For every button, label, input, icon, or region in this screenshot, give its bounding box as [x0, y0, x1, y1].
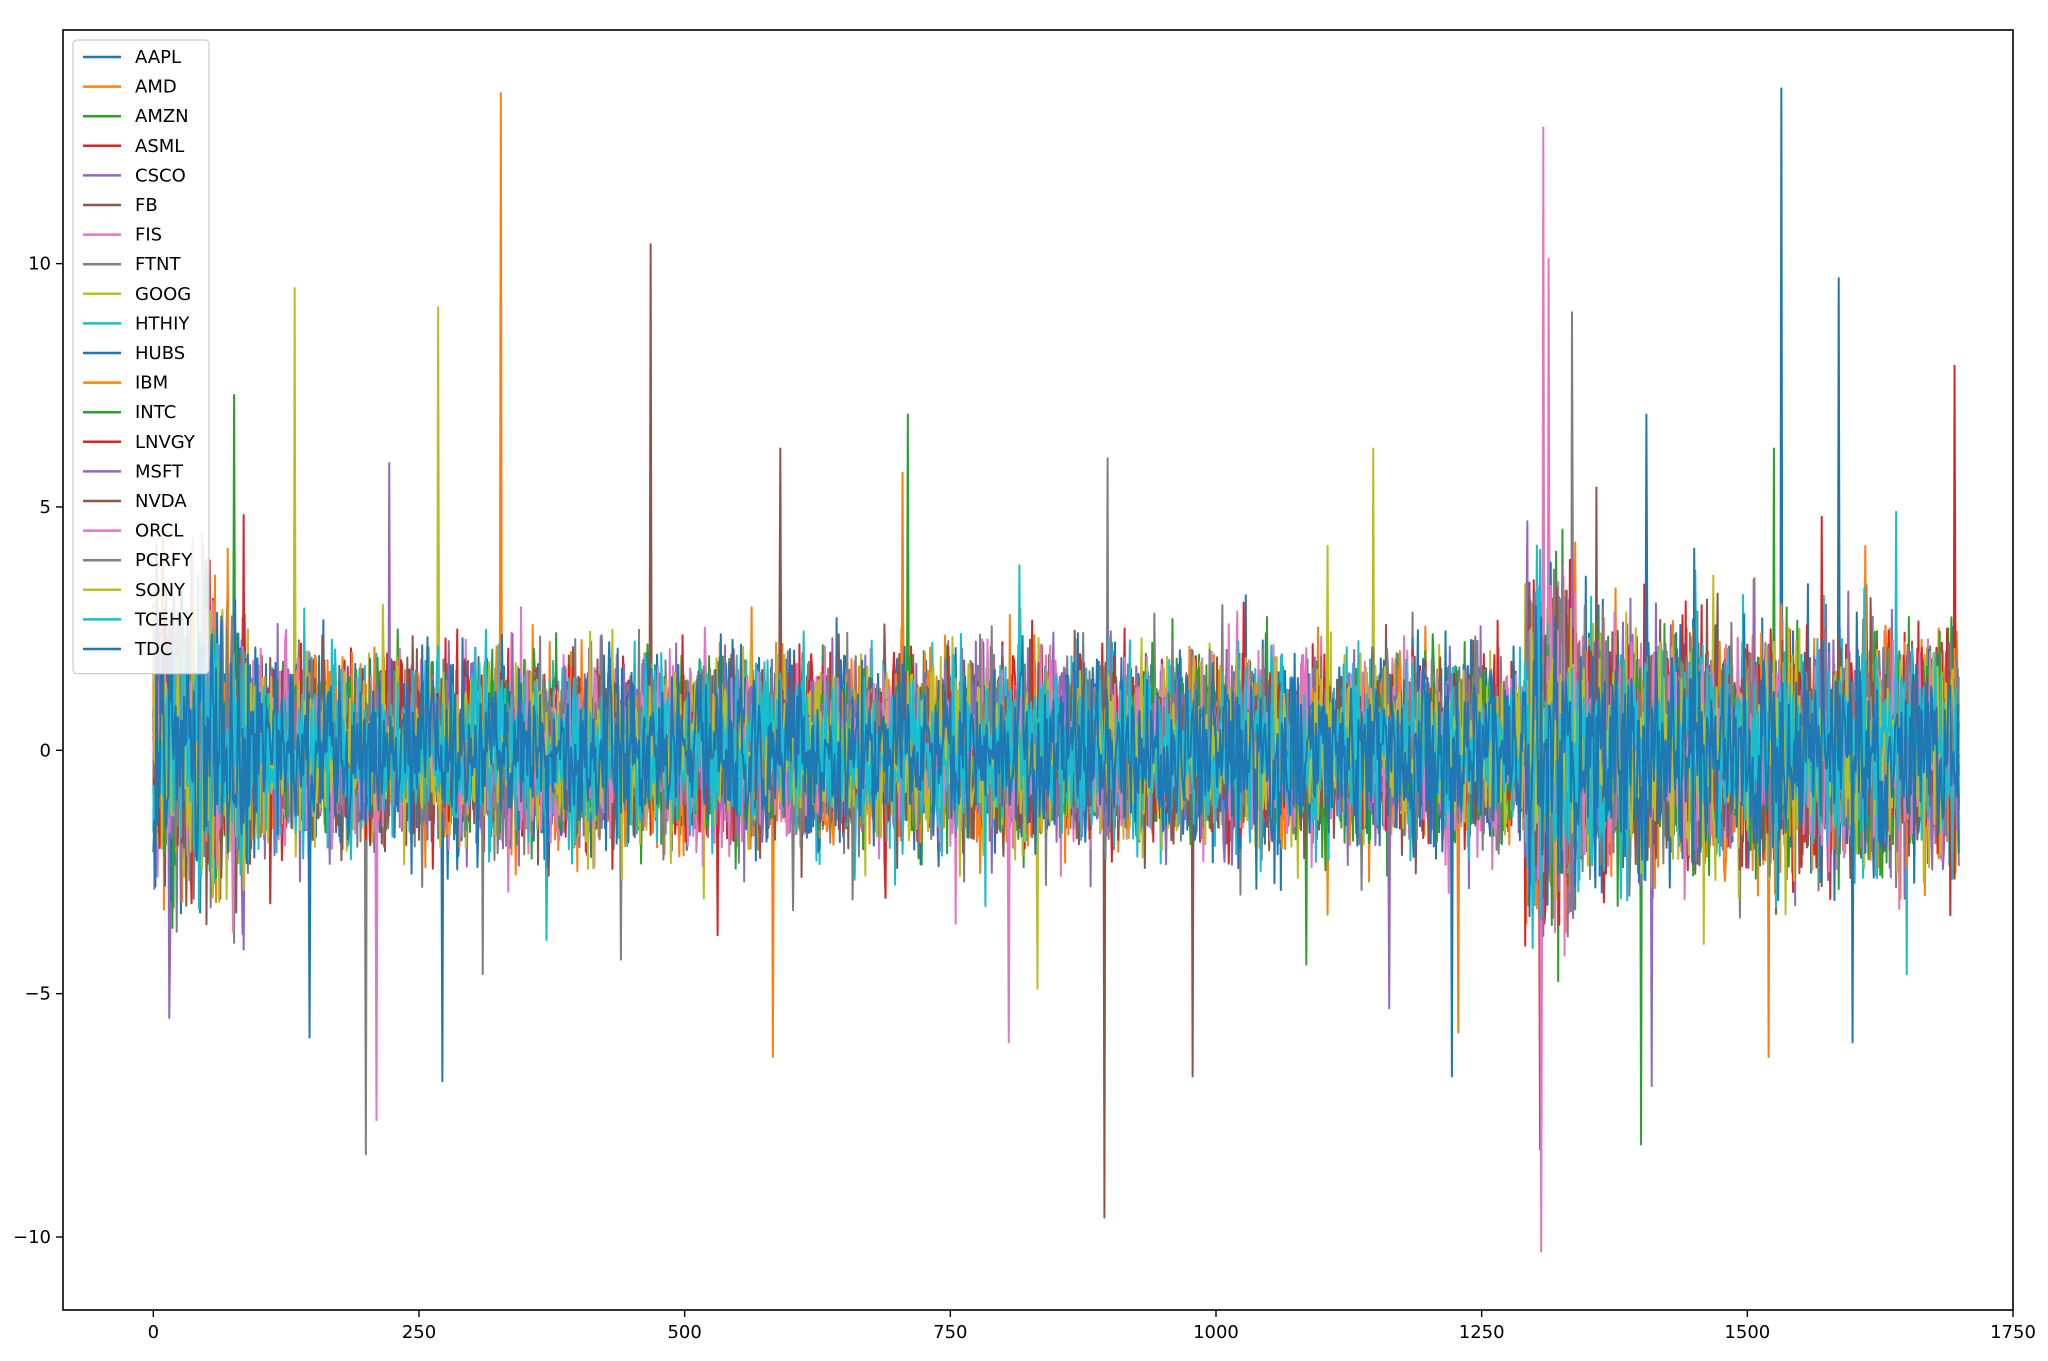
legend-label-fis: FIS — [135, 225, 162, 246]
legend-label-tdc: TDC — [134, 639, 172, 660]
legend-label-nvda: NVDA — [135, 491, 187, 512]
legend-label-hthiy: HTHIY — [135, 313, 190, 334]
legend-label-amd: AMD — [135, 77, 177, 98]
legend-label-ibm: IBM — [135, 373, 168, 394]
y-tick-label: −10 — [13, 1227, 51, 1248]
x-tick-label: 750 — [933, 1322, 967, 1343]
x-tick-label: 250 — [402, 1322, 436, 1343]
series-layer — [152, 87, 1960, 1253]
y-tick-label: 10 — [28, 254, 51, 275]
legend-label-orcl: ORCL — [135, 521, 183, 542]
legend-label-amzn: AMZN — [135, 106, 189, 127]
y-tick-label: 5 — [40, 497, 51, 518]
legend-label-hubs: HUBS — [135, 343, 185, 364]
x-tick-label: 1250 — [1459, 1322, 1505, 1343]
legend-label-aapl: AAPL — [135, 47, 181, 68]
y-axis: −10 −5 0 5 10 — [13, 254, 63, 1248]
x-tick-label: 1500 — [1724, 1322, 1770, 1343]
x-tick-label: 500 — [667, 1322, 701, 1343]
legend-label-goog: GOOG — [135, 284, 191, 305]
x-axis: 0 250 500 750 1000 1250 1500 1750 — [148, 1310, 2036, 1343]
axes-frame — [62, 29, 2014, 1311]
legend-label-csco: CSCO — [135, 165, 186, 186]
legend-label-msft: MSFT — [135, 461, 184, 482]
x-tick-label: 1750 — [1990, 1322, 2036, 1343]
legend-label-sony: SONY — [135, 580, 186, 601]
y-tick-label: −5 — [24, 984, 51, 1005]
legend-label-fb: FB — [135, 195, 158, 216]
series-line-tdc — [152, 547, 1960, 1078]
y-tick-label: 0 — [40, 740, 51, 761]
legend-label-pcrfy: PCRFY — [135, 550, 193, 571]
legend-label-intc: INTC — [135, 402, 176, 423]
legend-box — [72, 39, 210, 675]
legend-label-ftnt: FTNT — [135, 254, 181, 275]
legend-label-asml: ASML — [135, 136, 184, 157]
x-tick-label: 1000 — [1193, 1322, 1239, 1343]
legend-label-lnvgy: LNVGY — [135, 432, 196, 453]
legend-label-tcehy: TCEHY — [134, 609, 194, 630]
legend: AAPL AMD AMZN ASML CSCO FB FIS FTNT GOOG HTHIY HUB… — [72, 39, 210, 675]
x-tick-label: 0 — [148, 1322, 159, 1343]
